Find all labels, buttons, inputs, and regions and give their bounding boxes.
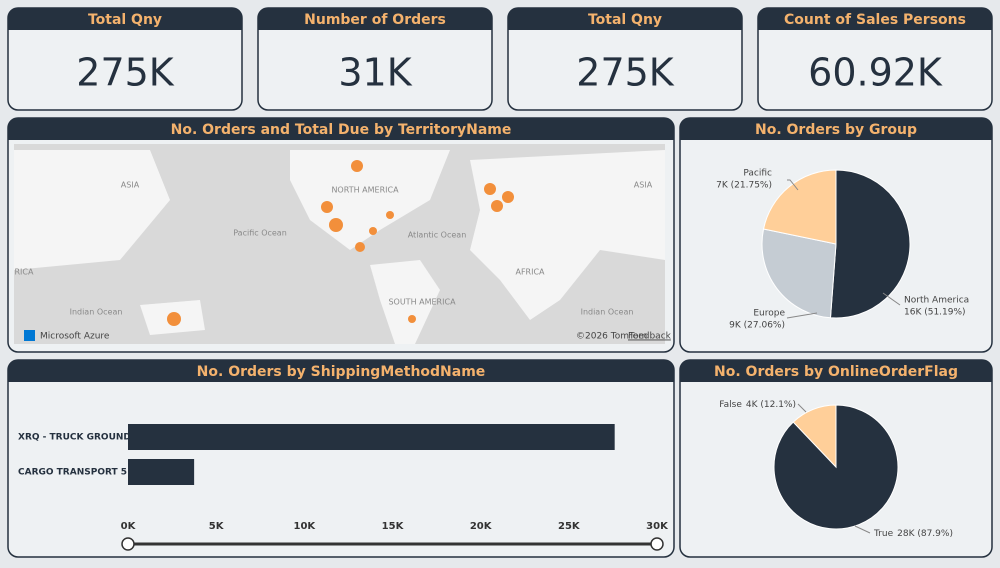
map-label: ASIA <box>121 181 140 190</box>
panel-title: No. Orders and Total Due by TerritoryNam… <box>171 122 512 138</box>
panel-header <box>680 360 992 382</box>
panel-title: No. Orders by ShippingMethodName <box>197 364 486 380</box>
card-value: 275K <box>576 51 675 95</box>
panel-title: No. Orders by OnlineOrderFlag <box>714 364 958 380</box>
x-tick-label: 25K <box>558 521 581 532</box>
panel-title: Count of Sales Persons <box>784 12 966 28</box>
panel-header <box>508 8 742 30</box>
card-value: 31K <box>338 51 412 95</box>
x-tick-label: 5K <box>209 521 225 532</box>
legend-label: True <box>873 529 894 539</box>
panel-header <box>258 8 492 30</box>
pie-slice <box>792 404 837 469</box>
panel-title: Number of Orders <box>304 12 446 28</box>
azure-logo <box>24 330 35 341</box>
pie-slice <box>829 169 911 319</box>
legend-label: Europe <box>753 309 785 319</box>
data-label: 4K (12.1%) <box>746 400 796 410</box>
map-copyright: ©2026 TomTom <box>576 332 647 342</box>
map-label: AFRICA <box>515 268 545 277</box>
map-markers <box>167 160 514 326</box>
x-tick-label: 10K <box>293 521 316 532</box>
panel-header <box>8 8 242 30</box>
map-label: Atlantic Ocean <box>408 231 467 240</box>
category-label: XRQ - TRUCK GROUND <box>18 433 131 443</box>
panel-title: Total Qny <box>88 12 162 28</box>
slider-handle[interactable] <box>121 537 135 551</box>
slider-handle[interactable] <box>650 537 664 551</box>
map-brand: Microsoft Azure <box>40 332 110 342</box>
leader-line <box>786 179 901 319</box>
data-label: False 4K (12.1%) <box>719 400 796 410</box>
x-tick-label: 0K <box>121 521 137 532</box>
map-label: RICA <box>15 268 35 277</box>
slider[interactable] <box>121 537 664 551</box>
map-label: NORTH AMERICA <box>331 186 399 195</box>
data-label: 16K (51.19%) <box>904 308 966 318</box>
map-label: Indian Ocean <box>70 308 123 317</box>
map-label: Indian Ocean <box>581 308 634 317</box>
card-value: 60.92K <box>808 51 943 95</box>
panel-title: Total Qny <box>588 12 662 28</box>
x-tick-label: 20K <box>470 521 493 532</box>
data-label: 28K (87.9%) <box>897 529 953 539</box>
panel-header <box>8 360 674 382</box>
pie-slice <box>762 169 837 245</box>
panel-title: No. Orders by Group <box>755 122 917 138</box>
legend-label: Pacific <box>743 169 772 179</box>
panel-header <box>758 8 992 30</box>
category-label: CARGO TRANSPORT 5 <box>18 468 127 478</box>
bar <box>128 424 615 450</box>
legend-label: False <box>719 400 742 410</box>
x-tick-label: 30K <box>646 521 669 532</box>
map-feedback: Feedback <box>628 332 672 342</box>
map-label: Pacific Ocean <box>233 229 287 238</box>
data-label: 7K (21.75%) <box>716 181 772 191</box>
card-value: 275K <box>76 51 175 95</box>
pie-slice <box>761 228 837 319</box>
panel-header <box>680 118 992 140</box>
legend-label: North America <box>904 296 969 306</box>
map-label: ASIA <box>634 181 653 190</box>
leader-line <box>797 403 871 534</box>
data-label: 9K (27.06%) <box>729 321 785 331</box>
bar <box>128 459 195 485</box>
map-label: SOUTH AMERICA <box>388 298 456 307</box>
data-label: True 28K (87.9%) <box>873 529 953 539</box>
panel-header <box>8 118 674 140</box>
x-tick-label: 15K <box>382 521 405 532</box>
